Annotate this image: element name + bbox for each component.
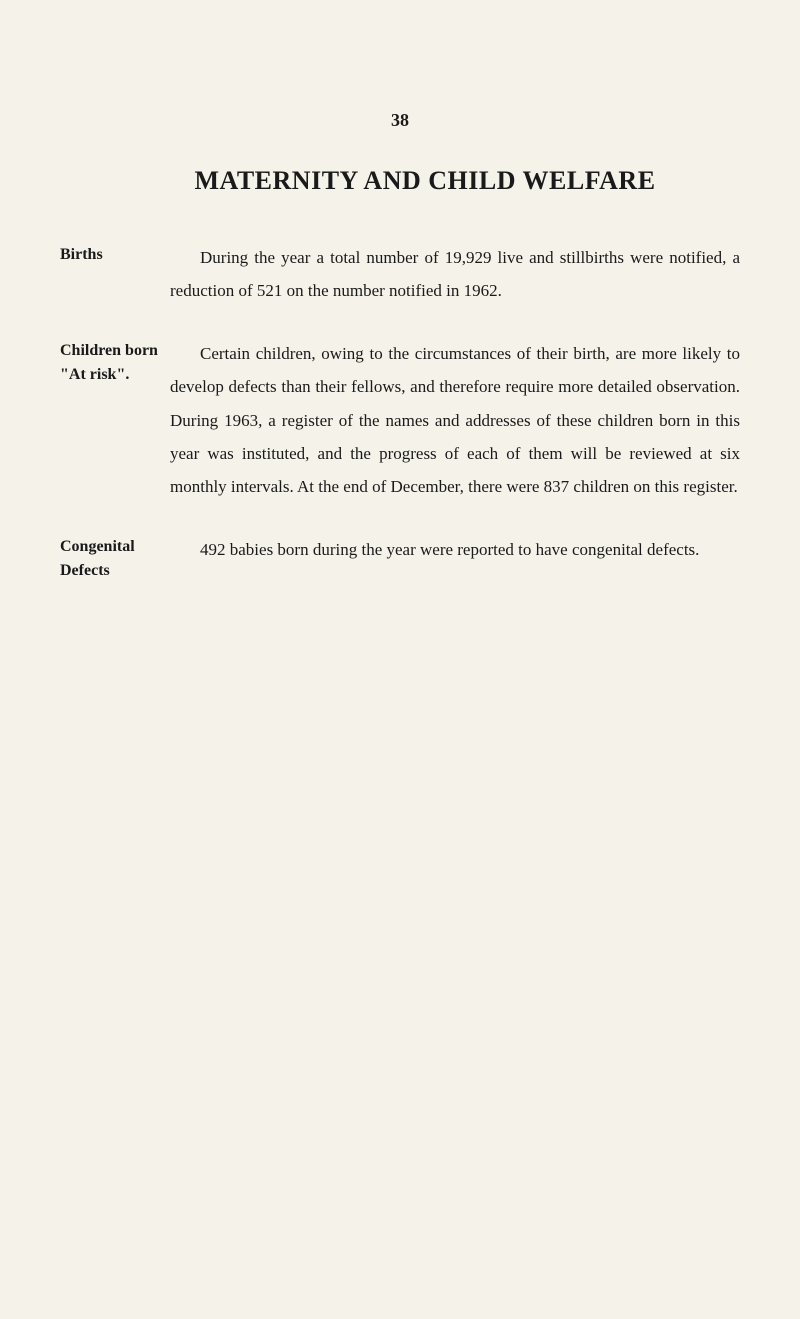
- section-children-at-risk: Children born "At risk". Certain childre…: [60, 337, 740, 503]
- page-number: 38: [60, 110, 740, 131]
- main-title: MATERNITY AND CHILD WELFARE: [60, 166, 740, 196]
- body-text-births: During the year a total number of 19,929…: [170, 241, 740, 307]
- page-container: 38 MATERNITY AND CHILD WELFARE Births Du…: [0, 0, 800, 673]
- body-text-children: Certain children, owing to the circumsta…: [170, 337, 740, 503]
- margin-label-births: Births: [60, 241, 170, 267]
- margin-label-congenital: Congenital Defects: [60, 533, 170, 583]
- section-births: Births During the year a total number of…: [60, 241, 740, 307]
- section-congenital-defects: Congenital Defects 492 babies born durin…: [60, 533, 740, 583]
- body-text-congenital: 492 babies born during the year were rep…: [170, 533, 740, 566]
- margin-label-children: Children born "At risk".: [60, 337, 170, 387]
